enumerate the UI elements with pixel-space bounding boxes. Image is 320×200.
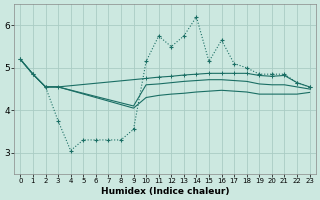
X-axis label: Humidex (Indice chaleur): Humidex (Indice chaleur) [101, 187, 229, 196]
